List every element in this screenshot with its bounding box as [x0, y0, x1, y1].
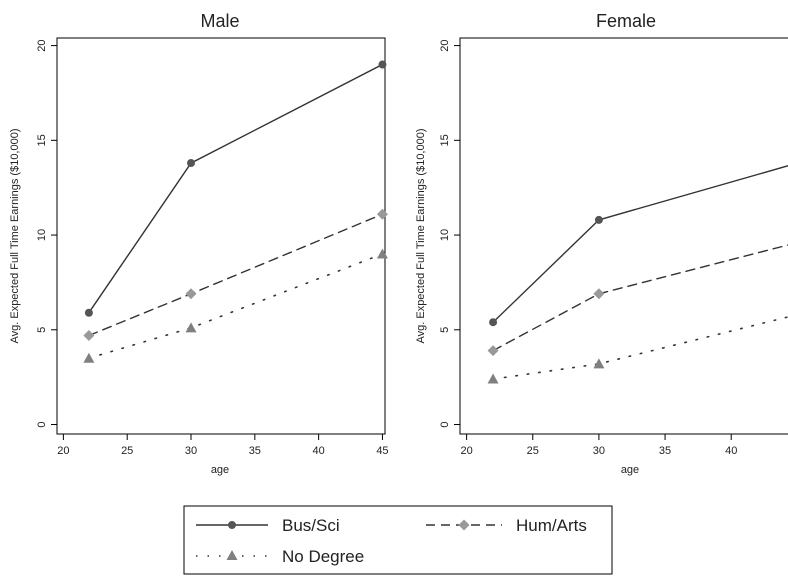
legend-hum-arts-label: Hum/Arts: [516, 516, 587, 535]
female-series: [487, 165, 788, 384]
female-y-tick-label: 20: [439, 39, 451, 51]
male-series: [83, 60, 388, 363]
male-x-tick-label: 20: [57, 445, 69, 457]
male-x-tick-label: 30: [185, 445, 197, 457]
male-y-axis-label: Avg. Expected Full Time Earnings ($10,00…: [9, 128, 21, 343]
legend-item-hum-arts: Hum/Arts: [426, 516, 587, 535]
male-y-tick-label: 5: [36, 327, 48, 333]
legend-box: [183, 505, 613, 575]
male-x-axis-label: age: [211, 464, 229, 476]
male-x-tick-label: 25: [121, 445, 133, 457]
female-x-tick-label: 40: [725, 445, 737, 457]
male-no-degree-point: [185, 322, 197, 333]
legend: Bus/Sci Hum/Arts No Degree: [183, 505, 613, 575]
female-hum-arts-point: [487, 345, 499, 357]
female-bus-sci-point: [594, 215, 603, 224]
female-x-tick-label: 35: [659, 445, 671, 457]
female-no-degree-point: [593, 358, 605, 369]
male-hum-arts-point: [83, 329, 95, 341]
female-panel-title: Female: [596, 11, 656, 31]
male-bus-sci-point: [187, 159, 196, 168]
female-no-degree-line: [492, 316, 788, 380]
male-x-tick-label: 45: [376, 445, 388, 457]
male-no-degree-line: [88, 253, 384, 360]
female-x-tick-label: 25: [527, 445, 539, 457]
female-x-tick-label: 30: [593, 445, 605, 457]
male-hum-arts-point: [185, 288, 197, 300]
legend-no-degree-marker: [226, 550, 238, 560]
male-panel-title: Male: [200, 11, 239, 31]
male-bus-sci-point: [84, 308, 93, 317]
male-y-tick-label: 10: [36, 229, 48, 241]
male-no-degree-point: [83, 352, 95, 363]
female-y-tick-label: 5: [439, 327, 451, 333]
female-y-tick-label: 0: [439, 421, 451, 427]
female-y-tick-label: 10: [439, 229, 451, 241]
female-no-degree-point: [487, 373, 499, 384]
female-panel: Female age Avg. Expected Full Time Earni…: [415, 11, 788, 476]
female-bus-sci-point: [489, 318, 498, 327]
male-y-tick-label: 15: [36, 134, 48, 146]
legend-no-degree-label: No Degree: [282, 547, 364, 566]
female-plot-frame: [459, 37, 788, 435]
male-panel: Male age Avg. Expected Full Time Earning…: [9, 11, 389, 476]
male-x-tick-label: 40: [313, 445, 325, 457]
legend-hum-arts-marker: [458, 519, 470, 531]
legend-item-bus-sci: Bus/Sci: [196, 516, 340, 535]
male-ticks: 20 25 30 35 40 45 0 5 10 15 20: [36, 39, 389, 457]
legend-item-no-degree: No Degree: [196, 547, 364, 566]
female-x-axis-label: age: [621, 464, 639, 476]
female-y-tick-label: 15: [439, 134, 451, 146]
male-x-tick-label: 35: [249, 445, 261, 457]
legend-bus-sci-marker: [228, 521, 236, 529]
male-y-tick-label: 0: [36, 421, 48, 427]
male-hum-arts-point: [376, 208, 388, 220]
female-x-tick-label: 20: [460, 445, 472, 457]
male-plot-frame: [56, 37, 386, 435]
legend-bus-sci-label: Bus/Sci: [282, 516, 340, 535]
female-hum-arts-point: [593, 288, 605, 300]
male-no-degree-point: [376, 248, 388, 259]
male-bus-sci-point: [378, 60, 387, 69]
female-y-axis-label: Avg. Expected Full Time Earnings ($10,00…: [415, 128, 427, 343]
male-y-tick-label: 20: [36, 39, 48, 51]
